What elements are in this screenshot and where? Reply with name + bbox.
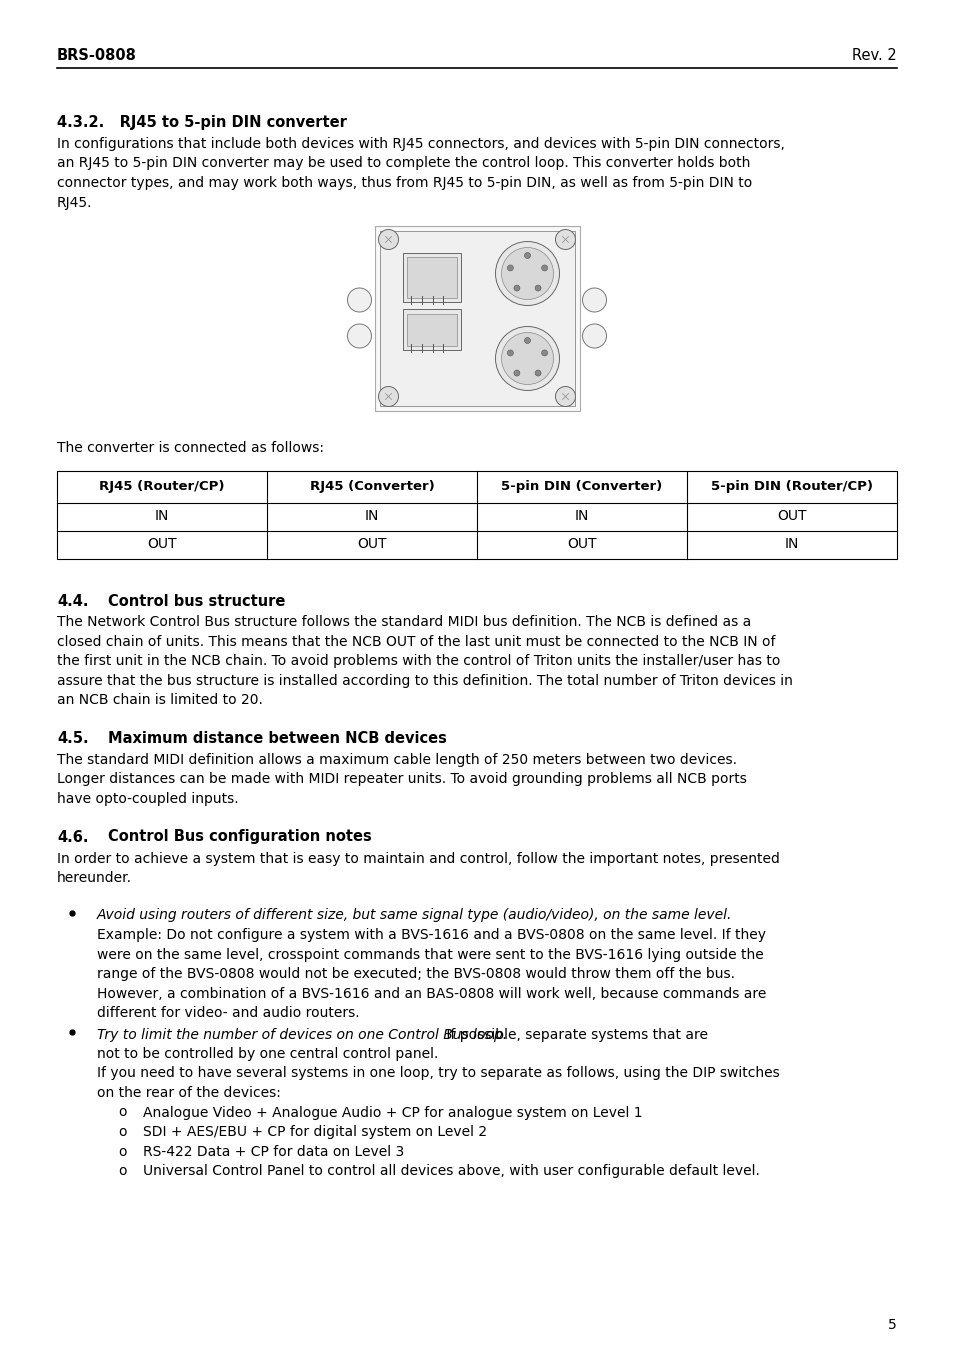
Text: Avoid using routers of different size, but same signal type (audio/video), on th: Avoid using routers of different size, b… (97, 908, 732, 923)
Text: RJ45 (Converter): RJ45 (Converter) (310, 480, 434, 493)
Circle shape (507, 265, 513, 272)
Circle shape (535, 285, 540, 290)
Text: IN: IN (364, 509, 378, 523)
Text: BRS-0808: BRS-0808 (57, 49, 136, 63)
Circle shape (347, 324, 371, 349)
Circle shape (524, 338, 530, 343)
Text: not to be controlled by one central control panel.: not to be controlled by one central cont… (97, 1047, 438, 1061)
Circle shape (524, 253, 530, 258)
Text: Example: Do not configure a system with a BVS-1616 and a BVS-0808 on the same le: Example: Do not configure a system with … (97, 928, 765, 942)
Text: o: o (118, 1125, 127, 1139)
Circle shape (514, 370, 519, 376)
Circle shape (501, 332, 553, 385)
Text: the first unit in the NCB chain. To avoid problems with the control of Triton un: the first unit in the NCB chain. To avoi… (57, 654, 780, 669)
Text: OUT: OUT (567, 538, 597, 551)
Text: Longer distances can be made with MIDI repeater units. To avoid grounding proble: Longer distances can be made with MIDI r… (57, 773, 746, 786)
Text: range of the BVS-0808 would not be executed; the BVS-0808 would throw them off t: range of the BVS-0808 would not be execu… (97, 967, 734, 981)
Text: If possible, separate systems that are: If possible, separate systems that are (441, 1028, 707, 1042)
Circle shape (535, 370, 540, 376)
Text: IN: IN (784, 538, 799, 551)
Bar (375, 226, 578, 411)
Circle shape (347, 288, 371, 312)
Text: 5-pin DIN (Router/CP): 5-pin DIN (Router/CP) (710, 480, 872, 493)
Text: The converter is connected as follows:: The converter is connected as follows: (57, 440, 324, 454)
Text: on the rear of the devices:: on the rear of the devices: (97, 1086, 280, 1100)
Text: Control bus structure: Control bus structure (108, 593, 285, 608)
Circle shape (514, 285, 519, 290)
Circle shape (501, 247, 553, 300)
Text: OUT: OUT (356, 538, 386, 551)
Text: o: o (118, 1144, 127, 1159)
Circle shape (541, 350, 547, 355)
Text: Analogue Video + Analogue Audio + CP for analogue system on Level 1: Analogue Video + Analogue Audio + CP for… (143, 1105, 642, 1120)
Text: IN: IN (154, 509, 169, 523)
Circle shape (555, 230, 575, 250)
Text: RS-422 Data + CP for data on Level 3: RS-422 Data + CP for data on Level 3 (143, 1144, 404, 1159)
Text: 5: 5 (887, 1319, 896, 1332)
Text: different for video- and audio routers.: different for video- and audio routers. (97, 1006, 359, 1020)
Text: have opto-coupled inputs.: have opto-coupled inputs. (57, 792, 238, 807)
Text: IN: IN (575, 509, 589, 523)
Bar (406, 258, 456, 297)
Circle shape (507, 350, 513, 355)
Bar (406, 313, 456, 346)
Text: closed chain of units. This means that the NCB OUT of the last unit must be conn: closed chain of units. This means that t… (57, 635, 775, 648)
Text: o: o (118, 1165, 127, 1178)
Text: The Network Control Bus structure follows the standard MIDI bus definition. The : The Network Control Bus structure follow… (57, 616, 750, 630)
Text: SDI + AES/EBU + CP for digital system on Level 2: SDI + AES/EBU + CP for digital system on… (143, 1125, 487, 1139)
Text: 4.6.: 4.6. (57, 830, 89, 844)
Text: Maximum distance between NCB devices: Maximum distance between NCB devices (108, 731, 446, 746)
Text: an NCB chain is limited to 20.: an NCB chain is limited to 20. (57, 693, 263, 708)
Text: an RJ45 to 5-pin DIN converter may be used to complete the control loop. This co: an RJ45 to 5-pin DIN converter may be us… (57, 157, 750, 170)
Bar (379, 231, 574, 405)
Text: OUT: OUT (147, 538, 176, 551)
Text: 4.3.2.   RJ45 to 5-pin DIN converter: 4.3.2. RJ45 to 5-pin DIN converter (57, 115, 347, 130)
Text: 4.4.: 4.4. (57, 593, 89, 608)
Circle shape (495, 327, 558, 390)
Text: 4.5.: 4.5. (57, 731, 89, 746)
Bar (402, 309, 460, 350)
Bar (57, 470, 896, 558)
Bar (402, 254, 460, 301)
Text: Try to limit the number of devices on one Control Bus loop.: Try to limit the number of devices on on… (97, 1028, 507, 1042)
Text: o: o (118, 1105, 127, 1120)
Text: OUT: OUT (777, 509, 806, 523)
Text: hereunder.: hereunder. (57, 871, 132, 885)
Text: In order to achieve a system that is easy to maintain and control, follow the im: In order to achieve a system that is eas… (57, 851, 779, 866)
Text: In configurations that include both devices with RJ45 connectors, and devices wi: In configurations that include both devi… (57, 136, 784, 151)
Text: The standard MIDI definition allows a maximum cable length of 250 meters between: The standard MIDI definition allows a ma… (57, 753, 737, 767)
Text: If you need to have several systems in one loop, try to separate as follows, usi: If you need to have several systems in o… (97, 1066, 779, 1081)
Text: RJ45.: RJ45. (57, 196, 92, 209)
Circle shape (378, 230, 398, 250)
Text: RJ45 (Router/CP): RJ45 (Router/CP) (99, 480, 225, 493)
Circle shape (582, 324, 606, 349)
Text: Control Bus configuration notes: Control Bus configuration notes (108, 830, 372, 844)
Circle shape (555, 386, 575, 407)
Text: connector types, and may work both ways, thus from RJ45 to 5-pin DIN, as well as: connector types, and may work both ways,… (57, 176, 752, 190)
Circle shape (495, 242, 558, 305)
Text: However, a combination of a BVS-1616 and an BAS-0808 will work well, because com: However, a combination of a BVS-1616 and… (97, 986, 765, 1001)
Text: were on the same level, crosspoint commands that were sent to the BVS-1616 lying: were on the same level, crosspoint comma… (97, 947, 763, 962)
Text: Universal Control Panel to control all devices above, with user configurable def: Universal Control Panel to control all d… (143, 1165, 760, 1178)
Text: assure that the bus structure is installed according to this definition. The tot: assure that the bus structure is install… (57, 674, 792, 688)
Text: Rev. 2: Rev. 2 (851, 49, 896, 63)
Text: 5-pin DIN (Converter): 5-pin DIN (Converter) (501, 480, 662, 493)
Circle shape (378, 386, 398, 407)
Circle shape (541, 265, 547, 272)
Circle shape (582, 288, 606, 312)
